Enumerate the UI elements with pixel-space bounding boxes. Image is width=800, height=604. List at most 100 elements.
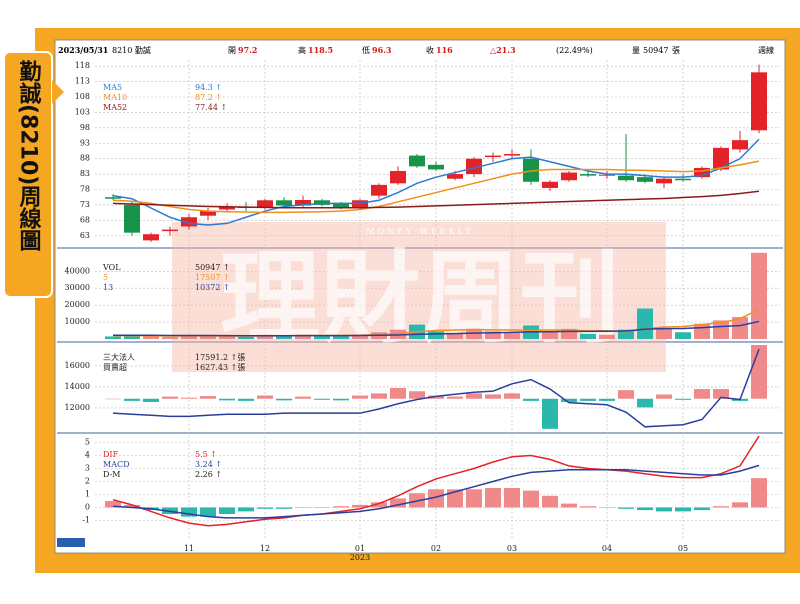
candle-body <box>504 154 520 156</box>
y-tick-label: 2 <box>85 477 90 486</box>
bar <box>656 394 672 399</box>
legend-value: 5.5 ↑ <box>195 450 217 459</box>
legend-value: 50947 ↑ <box>195 263 230 272</box>
y-tick-label: 12000 <box>65 403 90 412</box>
candle-body <box>694 167 710 178</box>
candle-body <box>523 158 539 182</box>
candle-body <box>713 147 729 170</box>
bar <box>751 345 767 399</box>
candle-body <box>618 175 634 181</box>
x-tick-label: 05 <box>678 544 688 553</box>
bar <box>599 398 615 401</box>
bar <box>219 507 235 514</box>
bar <box>466 328 482 339</box>
bar <box>390 498 406 508</box>
bar <box>371 502 387 508</box>
y-tick-label: -1 <box>82 516 90 525</box>
watermark-box <box>172 222 666 372</box>
bar <box>124 504 140 508</box>
bar <box>314 335 330 339</box>
bar <box>276 507 292 509</box>
candle-body <box>124 204 140 233</box>
bar <box>200 507 216 517</box>
candle-body <box>428 164 444 170</box>
bar <box>618 390 634 399</box>
watermark-subtitle: MONEY WEEKLY <box>366 227 473 236</box>
bar <box>504 333 520 339</box>
bar <box>618 329 634 339</box>
legend-value: 94.3 ↑ <box>195 83 222 92</box>
bar <box>352 504 368 508</box>
bar <box>219 398 235 401</box>
candle-body <box>162 229 178 232</box>
x-tick-label: 01 <box>355 544 365 553</box>
bar <box>295 507 311 508</box>
y-tick-label: 103 <box>75 107 90 116</box>
bar <box>447 333 463 339</box>
bar <box>200 335 216 339</box>
series-line <box>112 138 760 226</box>
y-tick-label: 4 <box>85 451 90 460</box>
bar <box>523 490 539 508</box>
header-field-label: 低 <box>362 45 370 55</box>
bar <box>751 478 767 508</box>
bar <box>181 335 197 339</box>
legend-name: MA5 <box>103 83 122 92</box>
bar <box>580 398 596 401</box>
header-date: 2023/05/31 <box>58 45 108 55</box>
candle-body <box>143 234 159 241</box>
bar <box>162 336 178 339</box>
candle-body <box>333 203 349 208</box>
bar <box>504 488 520 508</box>
candle-body <box>466 158 482 175</box>
series-line <box>112 464 760 519</box>
bar <box>162 396 178 399</box>
candle-body <box>105 197 121 199</box>
y-tick-label: 30000 <box>65 283 90 292</box>
zoom-button[interactable] <box>57 538 85 547</box>
bar <box>599 507 615 508</box>
y-tick-label: 10000 <box>65 317 90 326</box>
legend-name: VOL <box>102 263 121 272</box>
bar <box>675 332 691 339</box>
legend-value: 1627.43 ↑張 <box>195 363 245 372</box>
candle-body <box>580 174 596 176</box>
series-line <box>112 190 760 209</box>
x-tick-label: 02 <box>431 544 441 553</box>
legend-name: 買賣超 <box>103 362 127 372</box>
y-tick-label: 0 <box>85 503 90 512</box>
legend-value: 17507 ↑ <box>195 273 230 282</box>
bar <box>580 333 596 339</box>
bar <box>257 395 273 399</box>
candle-body <box>257 200 273 208</box>
x-tick-label: 11 <box>184 544 194 553</box>
side-label: 勤誠(8210)周線圖 <box>3 51 64 298</box>
y-tick-label: 16000 <box>65 361 90 370</box>
bar <box>485 488 501 508</box>
header-change: △21.3 <box>490 45 516 55</box>
y-tick-label: 98 <box>80 123 90 132</box>
bar <box>257 507 273 509</box>
header-change-pct: (22.49%) <box>556 46 593 55</box>
candle-body <box>295 199 311 206</box>
candle-body <box>314 200 330 205</box>
bar <box>295 396 311 399</box>
y-tick-label: 68 <box>80 215 90 224</box>
candle-body <box>561 172 577 181</box>
legend-name: DIF <box>103 450 119 459</box>
bar <box>618 507 634 509</box>
header-field-value: 116 <box>436 45 453 55</box>
bar <box>333 335 349 339</box>
grid-layer <box>95 60 780 540</box>
bar <box>257 334 273 339</box>
y-tick-label: 88 <box>80 154 90 163</box>
bar <box>276 335 292 339</box>
bar <box>694 323 710 339</box>
candle-body <box>276 200 292 206</box>
bar <box>561 398 577 402</box>
y-tick-label: 83 <box>80 169 90 178</box>
y-tick-label: 40000 <box>65 266 90 275</box>
bar <box>295 334 311 339</box>
bar <box>580 506 596 508</box>
